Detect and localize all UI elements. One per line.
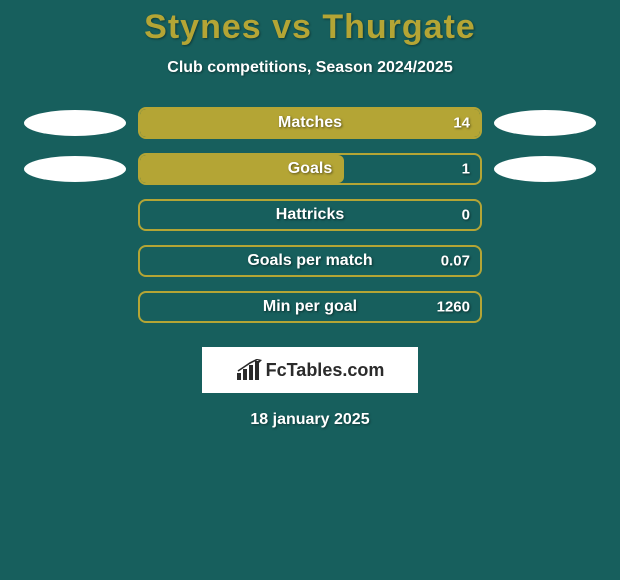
stat-value: 1260 [437,299,470,316]
stat-label: Hattricks [276,206,344,224]
stat-row: Min per goal 1260 [0,291,620,323]
stat-value: 14 [453,115,470,132]
stat-bar: Goals per match 0.07 [138,245,482,277]
left-ellipse-icon [24,156,126,182]
ellipse-spacer [24,202,126,228]
stats-area: Matches 14 Goals 1 Hattricks 0 Goals per match… [0,107,620,323]
right-ellipse-icon [494,156,596,182]
ellipse-spacer [494,248,596,274]
page-title: Stynes vs Thurgate [0,8,620,47]
date-text: 18 january 2025 [0,411,620,429]
right-ellipse-icon [494,110,596,136]
stat-bar: Min per goal 1260 [138,291,482,323]
stat-row: Hattricks 0 [0,199,620,231]
stat-label: Goals per match [247,252,372,270]
stat-value: 0.07 [441,253,470,270]
left-ellipse-icon [24,110,126,136]
stat-row: Goals 1 [0,153,620,185]
ellipse-spacer [24,294,126,320]
stat-label: Goals [288,160,332,178]
ellipse-spacer [24,248,126,274]
stat-label: Matches [278,114,342,132]
subtitle: Club competitions, Season 2024/2025 [0,59,620,77]
logo-box: FcTables.com [202,347,418,393]
ellipse-spacer [494,202,596,228]
bar-chart-icon [236,359,262,381]
logo-text: FcTables.com [266,360,385,381]
stat-row: Matches 14 [0,107,620,139]
comparison-infographic: Stynes vs Thurgate Club competitions, Se… [0,0,620,580]
stat-label: Min per goal [263,298,357,316]
stat-bar: Hattricks 0 [138,199,482,231]
stat-bar: Goals 1 [138,153,482,185]
stat-bar: Matches 14 [138,107,482,139]
stat-value: 1 [462,161,470,178]
stat-row: Goals per match 0.07 [0,245,620,277]
ellipse-spacer [494,294,596,320]
stat-value: 0 [462,207,470,224]
